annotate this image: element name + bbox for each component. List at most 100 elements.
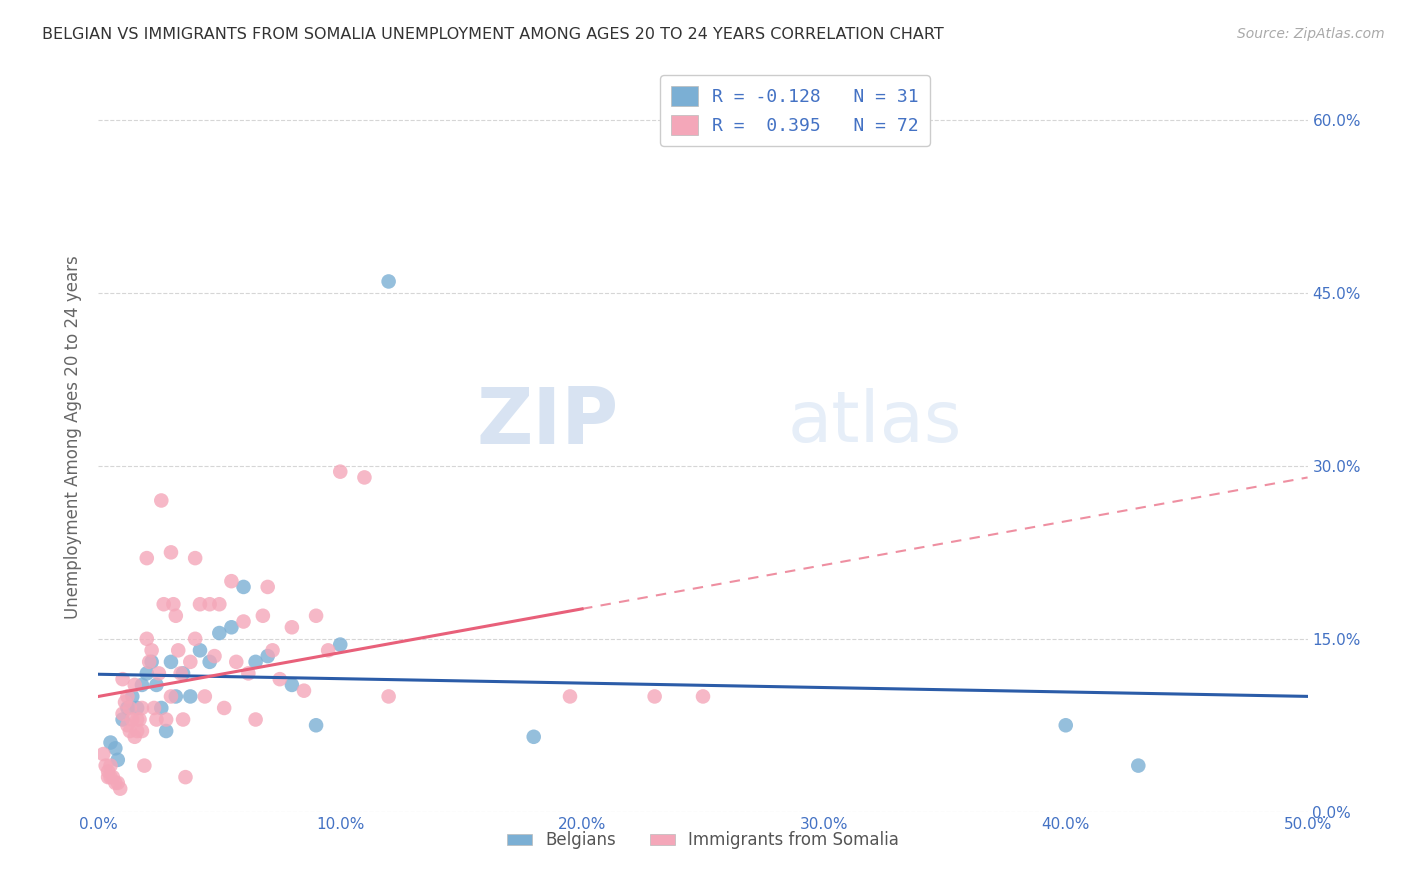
Point (134, 758, 156, 772)
Point (111, 713, 134, 727)
Point (174, 770, 197, 784)
Point (281, 678, 304, 692)
Point (245, 655, 267, 669)
Point (117, 718, 139, 732)
Point (127, 724, 149, 739)
Point (1128, 758, 1150, 772)
Point (121, 690, 143, 704)
Point (143, 701, 166, 715)
Point (225, 655, 247, 669)
Point (353, 470, 375, 484)
Point (160, 655, 183, 669)
Point (135, 632, 157, 646)
Legend: Belgians, Immigrants from Somalia: Belgians, Immigrants from Somalia (501, 824, 905, 855)
Point (111, 672, 134, 686)
Point (188, 643, 211, 657)
Text: BELGIAN VS IMMIGRANTS FROM SOMALIA UNEMPLOYMENT AMONG AGES 20 TO 24 YEARS CORREL: BELGIAN VS IMMIGRANTS FROM SOMALIA UNEMP… (42, 27, 943, 42)
Point (179, 655, 201, 669)
Point (141, 643, 163, 657)
Point (118, 701, 141, 715)
Point (91, 747, 114, 761)
Point (184, 551, 207, 566)
Point (127, 701, 149, 715)
Point (169, 666, 191, 681)
Point (160, 690, 183, 704)
Point (523, 730, 546, 744)
Point (221, 620, 243, 634)
Point (118, 724, 141, 739)
Point (128, 713, 150, 727)
Point (100, 758, 122, 772)
Text: Source: ZipAtlas.com: Source: ZipAtlas.com (1237, 27, 1385, 41)
Point (204, 649, 226, 664)
Point (329, 465, 352, 479)
Point (145, 713, 167, 727)
Point (256, 580, 278, 594)
Point (194, 690, 217, 704)
Point (135, 666, 157, 681)
Point (238, 666, 260, 681)
Point (208, 597, 231, 611)
Point (100, 735, 122, 749)
Point (221, 574, 243, 589)
Point (150, 701, 173, 715)
Point (97, 764, 120, 779)
Point (188, 597, 211, 611)
Point (262, 643, 284, 657)
Point (232, 580, 254, 594)
Point (107, 753, 129, 767)
Point (172, 713, 194, 727)
Point (208, 626, 231, 640)
Text: ZIP: ZIP (477, 384, 619, 460)
Point (256, 649, 278, 664)
Point (292, 683, 315, 698)
Point (135, 551, 157, 566)
Point (131, 678, 153, 692)
Point (121, 713, 143, 727)
Point (94, 758, 117, 772)
Point (232, 615, 254, 629)
Point (692, 690, 714, 704)
Point (167, 643, 190, 657)
Point (152, 597, 174, 611)
Point (160, 545, 183, 559)
Point (104, 741, 127, 756)
Point (179, 690, 201, 704)
Point (377, 690, 399, 704)
Point (377, 275, 399, 289)
Point (155, 724, 177, 739)
Point (131, 724, 153, 739)
Point (252, 608, 274, 623)
Point (198, 597, 221, 611)
Point (150, 493, 173, 508)
Point (329, 638, 352, 652)
Point (155, 713, 177, 727)
Point (172, 666, 194, 681)
Point (148, 666, 170, 681)
Point (184, 632, 207, 646)
Point (165, 690, 187, 704)
Point (305, 718, 328, 732)
Point (97, 770, 120, 784)
Point (212, 701, 235, 715)
Point (104, 776, 127, 790)
Point (131, 701, 153, 715)
Point (269, 672, 291, 686)
Point (117, 701, 139, 715)
Point (316, 643, 339, 657)
Y-axis label: Unemployment Among Ages 20 to 24 years: Unemployment Among Ages 20 to 24 years (65, 255, 83, 619)
Point (127, 713, 149, 727)
Point (558, 690, 581, 704)
Point (117, 690, 139, 704)
Point (245, 713, 267, 727)
Text: atlas: atlas (787, 388, 962, 457)
Point (145, 678, 167, 692)
Point (100, 770, 122, 784)
Point (138, 655, 160, 669)
Point (1054, 718, 1077, 732)
Point (108, 781, 131, 796)
Point (305, 608, 328, 623)
Point (165, 608, 187, 623)
Point (141, 655, 163, 669)
Point (124, 730, 146, 744)
